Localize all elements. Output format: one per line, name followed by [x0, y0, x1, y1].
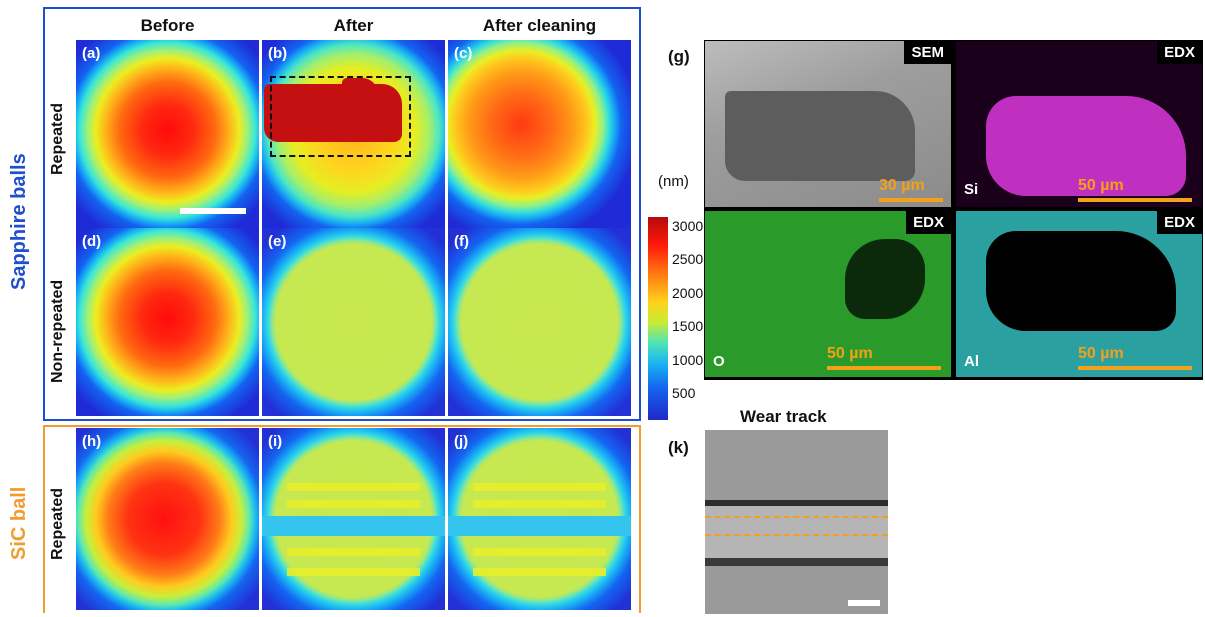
wear-scar — [725, 91, 915, 181]
panel-label-h: (h) — [82, 433, 102, 450]
sem-tile: SEM 30 µm — [705, 41, 951, 207]
track-edge — [705, 500, 888, 506]
panel-label-k: (k) — [668, 438, 689, 457]
edx-tag: EDX — [1157, 211, 1202, 234]
sic-frame — [43, 425, 641, 613]
o-void — [845, 239, 925, 319]
scale-bar — [827, 366, 941, 370]
panel-label-g: (g) — [668, 47, 690, 66]
element-label: Al — [964, 353, 979, 370]
panel-f: (f) — [448, 228, 631, 416]
wear-stripe — [287, 483, 420, 491]
column-header-after: After — [333, 16, 374, 35]
scale-bar — [879, 198, 943, 202]
edx-al-tile: EDX Al 50 µm — [956, 211, 1202, 377]
track-surface — [705, 506, 888, 558]
wear-stripe — [473, 483, 606, 491]
colorbar-tick: 2000 — [672, 285, 704, 301]
scale-bar — [848, 600, 880, 606]
highlight-box — [270, 76, 411, 157]
sapphire-frame — [43, 7, 641, 421]
group-label-sic: SiC ball — [8, 486, 30, 560]
scale-bar — [1078, 198, 1192, 202]
scale-text: 50 µm — [827, 345, 873, 362]
scale-bar — [180, 208, 246, 214]
scale-bar — [1078, 366, 1192, 370]
track-boundary — [705, 516, 888, 518]
sem-tag: SEM — [904, 41, 951, 64]
wear-stripe — [287, 548, 420, 556]
colorbar-unit: (nm) — [658, 173, 689, 190]
si-signal — [986, 96, 1186, 196]
row-label-non-repeated: Non-repeated — [49, 279, 66, 383]
column-header-before: Before — [140, 16, 195, 35]
panel-k — [705, 430, 888, 614]
row-label-sic-repeated: Repeated — [49, 487, 66, 560]
colorbar-tick: 1000 — [672, 352, 704, 368]
panel-b: (b) — [262, 40, 445, 228]
colorbar: (nm) 3000 2500 2000 1500 1000 500 — [644, 173, 714, 425]
panel-label-c: (c) — [454, 45, 473, 62]
panel-label-d: (d) — [82, 233, 102, 250]
track-edge — [705, 558, 888, 566]
al-void — [986, 231, 1176, 331]
panel-h: (h) — [76, 428, 259, 610]
wear-stripe — [287, 500, 420, 508]
panel-label-f: (f) — [454, 233, 469, 250]
row-label-repeated: Repeated — [49, 102, 66, 175]
scale-text: 50 µm — [1078, 177, 1124, 194]
edx-si-tile: EDX Si 50 µm — [956, 41, 1202, 207]
panel-label-i: (i) — [268, 433, 283, 450]
edx-o-tile: EDX O 50 µm — [705, 211, 951, 377]
scale-text: 50 µm — [1078, 345, 1124, 362]
panel-label-a: (a) — [82, 45, 101, 62]
column-header-after-cleaning: After cleaning — [482, 16, 597, 35]
groove-band — [448, 516, 631, 536]
transfer-deposit — [342, 78, 378, 100]
panel-e: (e) — [262, 228, 445, 416]
wear-stripe — [473, 568, 606, 576]
panel-d: (d) — [76, 228, 259, 416]
panel-g: SEM 30 µm EDX Si 50 µm EDX O 50 µm EDX A… — [704, 40, 1203, 380]
panel-label-j: (j) — [454, 433, 469, 450]
panel-i: (i) — [262, 428, 445, 610]
wear-stripe — [473, 500, 606, 508]
panel-label-b: (b) — [268, 45, 288, 62]
colorbar-tick: 2500 — [672, 251, 704, 267]
wear-track-title: Wear track — [740, 407, 827, 426]
edx-tag: EDX — [906, 211, 951, 234]
group-label-sapphire: Sapphire balls — [8, 153, 30, 290]
panel-label-e: (e) — [268, 233, 287, 250]
track-boundary — [705, 534, 888, 536]
element-label: Si — [964, 181, 979, 198]
panel-j: (j) — [448, 428, 631, 610]
groove-band — [262, 516, 445, 536]
colorbar-tick: 1500 — [672, 318, 704, 334]
wear-stripe — [473, 548, 606, 556]
colorbar-gradient — [648, 217, 668, 420]
transfer-deposit — [264, 84, 402, 142]
edx-tag: EDX — [1157, 41, 1202, 64]
panel-a: (a) — [76, 40, 259, 228]
scale-text: 30 µm — [879, 177, 925, 194]
element-label: O — [713, 353, 725, 370]
colorbar-tick: 500 — [672, 385, 696, 401]
colorbar-tick: 3000 — [672, 218, 704, 234]
panel-c: (c) — [448, 40, 631, 228]
wear-stripe — [287, 568, 420, 576]
